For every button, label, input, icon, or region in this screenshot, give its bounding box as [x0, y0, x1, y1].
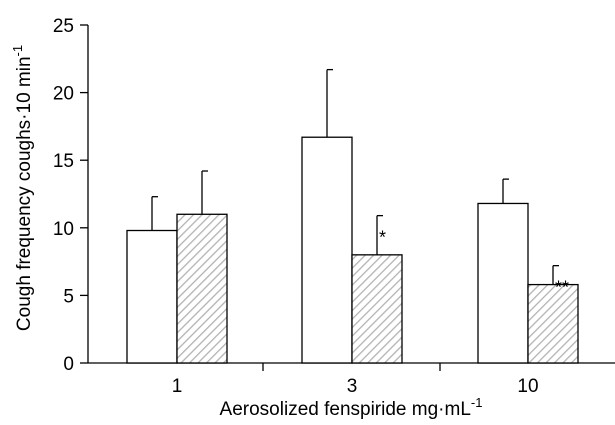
y-ticks: 0 5 10 15 20 25	[53, 16, 88, 375]
y-tick-label: 25	[53, 16, 74, 37]
x-tick-label: 3	[347, 376, 358, 397]
significance-marker: *	[379, 228, 386, 248]
bar-series-2	[527, 283, 579, 364]
bar-series-2	[351, 254, 403, 364]
bar-series-1	[477, 202, 529, 364]
y-tick-label: 10	[53, 219, 74, 240]
y-axis-title: Cough frequency coughs·10 min-1	[10, 45, 35, 331]
y-tick-label: 0	[63, 354, 74, 375]
x-axis-title-text: Aerosolized fenspiride mg·mL	[220, 399, 471, 420]
error-bars	[151, 68, 559, 285]
y-tick-label: 15	[53, 151, 74, 172]
bar-series-1	[301, 136, 353, 364]
x-axis-title: Aerosolized fenspiride mg·mL-1	[220, 395, 483, 420]
annotations: ***	[379, 228, 569, 298]
x-tick-label: 1	[172, 376, 183, 397]
significance-marker: **	[555, 278, 569, 298]
x-axis-title-superscript: -1	[471, 395, 483, 410]
bar-series-1	[126, 229, 178, 364]
y-tick-label: 20	[53, 84, 74, 105]
y-tick-label: 5	[63, 286, 74, 307]
bar-series-2	[176, 213, 228, 364]
x-tick-label: 10	[517, 376, 538, 397]
y-axis-title-text: Cough frequency coughs·10 min	[14, 56, 35, 331]
bars	[126, 136, 579, 364]
x-ticks: 1 3 10	[172, 363, 539, 397]
y-axis-title-superscript: -1	[10, 45, 25, 57]
